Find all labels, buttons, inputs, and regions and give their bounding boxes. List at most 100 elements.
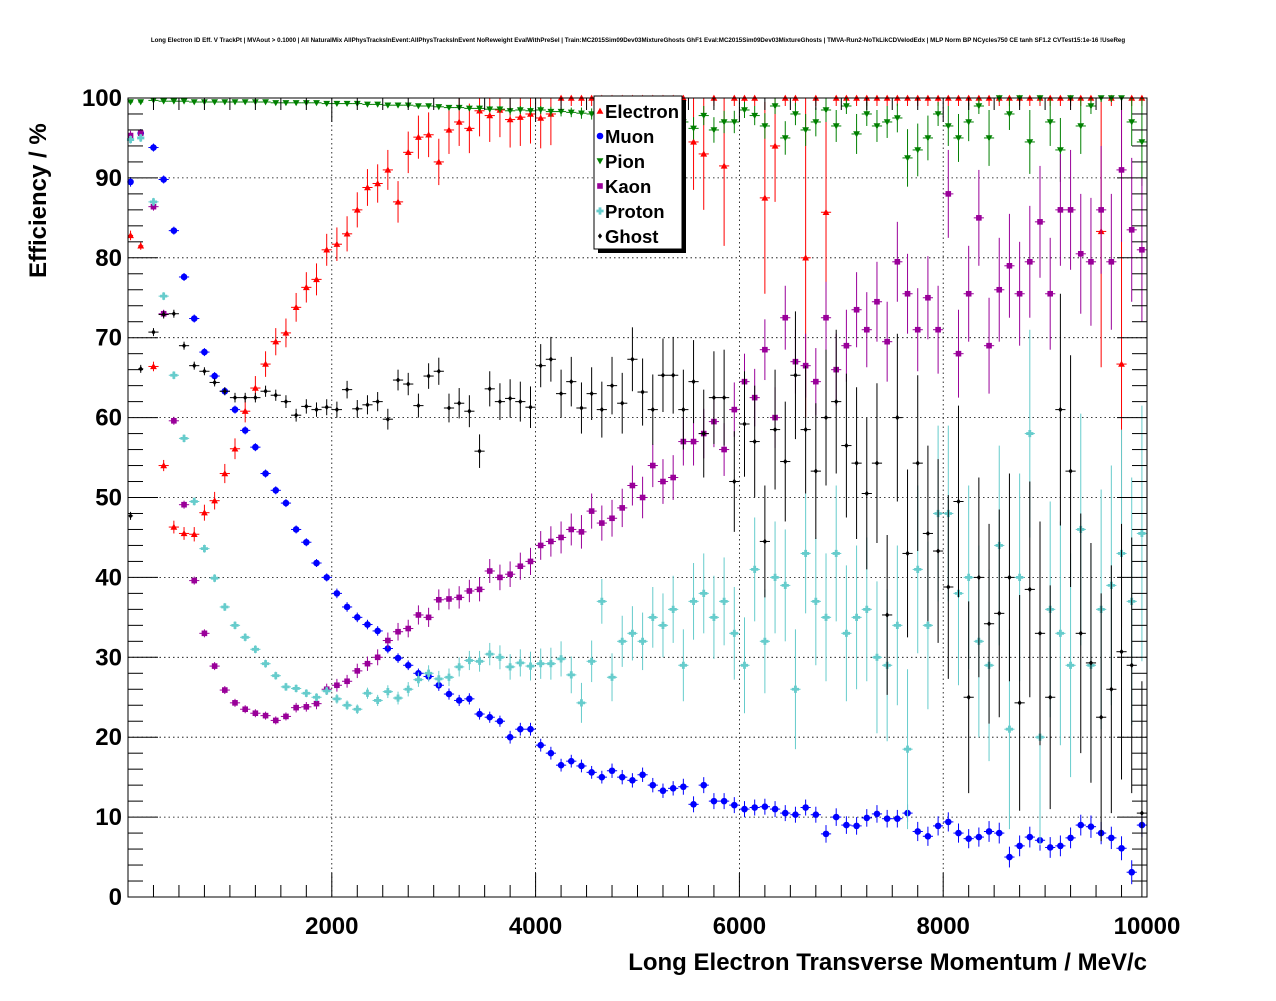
electron-point xyxy=(700,150,708,157)
muon-point xyxy=(241,427,249,434)
kaon-point xyxy=(863,326,870,333)
pion-point xyxy=(883,119,891,126)
pion-point xyxy=(425,103,433,110)
kaon-point xyxy=(1057,207,1064,213)
ghost-point xyxy=(640,389,645,395)
pion-point xyxy=(170,98,178,105)
proton-point xyxy=(312,693,321,701)
proton-point xyxy=(618,637,626,645)
muon-point xyxy=(741,805,748,813)
pion-point xyxy=(965,119,973,126)
proton-point xyxy=(567,671,575,679)
kaon-point xyxy=(517,563,524,570)
pion-point xyxy=(241,99,249,106)
proton-point xyxy=(689,597,698,605)
muon-point xyxy=(1067,834,1074,842)
ghost-point xyxy=(1048,694,1053,701)
muon-point xyxy=(955,829,962,837)
proton-point xyxy=(679,661,687,669)
electron-point xyxy=(292,303,300,311)
y-tick-label: 20 xyxy=(95,724,122,751)
ghost-point xyxy=(569,378,574,385)
legend: Electron Muon Pion Kaon Proton Ghost xyxy=(593,95,686,253)
ghost-point xyxy=(161,311,166,318)
proton-point xyxy=(832,549,840,558)
muon-point xyxy=(894,815,901,822)
ghost-point xyxy=(508,395,513,402)
proton-point xyxy=(791,685,800,693)
proton-point xyxy=(1138,529,1146,538)
muon-point xyxy=(150,144,157,151)
kaon-point xyxy=(986,342,992,349)
kaon-point xyxy=(262,712,269,719)
ghost-point xyxy=(334,406,339,413)
electron-point xyxy=(137,242,145,249)
pion-point xyxy=(690,125,697,132)
muon-point xyxy=(1077,821,1085,829)
pion-point xyxy=(730,119,738,126)
muon-point xyxy=(588,769,595,776)
proton-point xyxy=(292,684,300,693)
muon-point xyxy=(618,773,626,781)
pion-point xyxy=(955,135,962,142)
proton-point xyxy=(353,705,361,713)
proton-point xyxy=(547,660,555,668)
proton-point xyxy=(710,613,718,621)
kaon-point xyxy=(599,520,605,526)
ghost-point xyxy=(874,460,880,466)
pion-point xyxy=(506,108,514,115)
electron-point xyxy=(771,142,779,149)
pion-point xyxy=(914,147,922,154)
kaon-point xyxy=(558,534,564,541)
ghost-point xyxy=(1139,810,1145,816)
muon-point xyxy=(873,810,881,818)
pion-point xyxy=(924,135,932,142)
electron-point xyxy=(394,198,402,205)
muon-point xyxy=(710,797,718,805)
muon-point xyxy=(1046,844,1054,851)
electron-point xyxy=(353,206,361,213)
proton-point xyxy=(628,629,637,637)
kaon-point xyxy=(690,438,697,445)
muon-point xyxy=(292,526,300,533)
proton-point xyxy=(537,660,545,668)
kaon-point xyxy=(925,294,931,301)
ghost-point xyxy=(1109,686,1114,693)
pion-point xyxy=(465,105,473,112)
proton-point xyxy=(435,675,443,683)
proton-point xyxy=(852,613,861,621)
proton-point xyxy=(363,689,372,697)
muon-point xyxy=(1057,842,1064,850)
muon-point xyxy=(466,695,473,703)
legend-entry-muon: Muon xyxy=(596,126,654,147)
pion-point xyxy=(985,135,993,142)
electron-point xyxy=(690,138,697,145)
proton-point xyxy=(486,650,494,658)
ghost-point xyxy=(1017,700,1022,706)
proton-point xyxy=(771,573,779,581)
muon-point xyxy=(170,227,178,234)
ghost-point xyxy=(477,448,482,454)
pion-point xyxy=(1026,139,1034,146)
muon-point xyxy=(527,725,534,733)
ghost-point xyxy=(895,414,900,421)
proton-point xyxy=(211,574,219,582)
muon-point xyxy=(201,348,208,356)
proton-point xyxy=(231,621,239,629)
ghost-point xyxy=(671,372,676,379)
kaon-point xyxy=(629,482,636,489)
muon-point xyxy=(282,499,290,507)
electron-point xyxy=(180,530,188,537)
proton-point xyxy=(669,605,677,613)
pion-point xyxy=(1128,119,1136,126)
ghost-point xyxy=(344,386,350,393)
muon-point xyxy=(404,661,412,669)
muon-point xyxy=(944,818,952,826)
kaon-point xyxy=(843,342,850,349)
kaon-point xyxy=(578,529,585,535)
kaon-point xyxy=(619,505,626,511)
proton-point xyxy=(384,688,392,696)
ghost-point xyxy=(324,404,329,411)
proton-point xyxy=(272,672,280,680)
